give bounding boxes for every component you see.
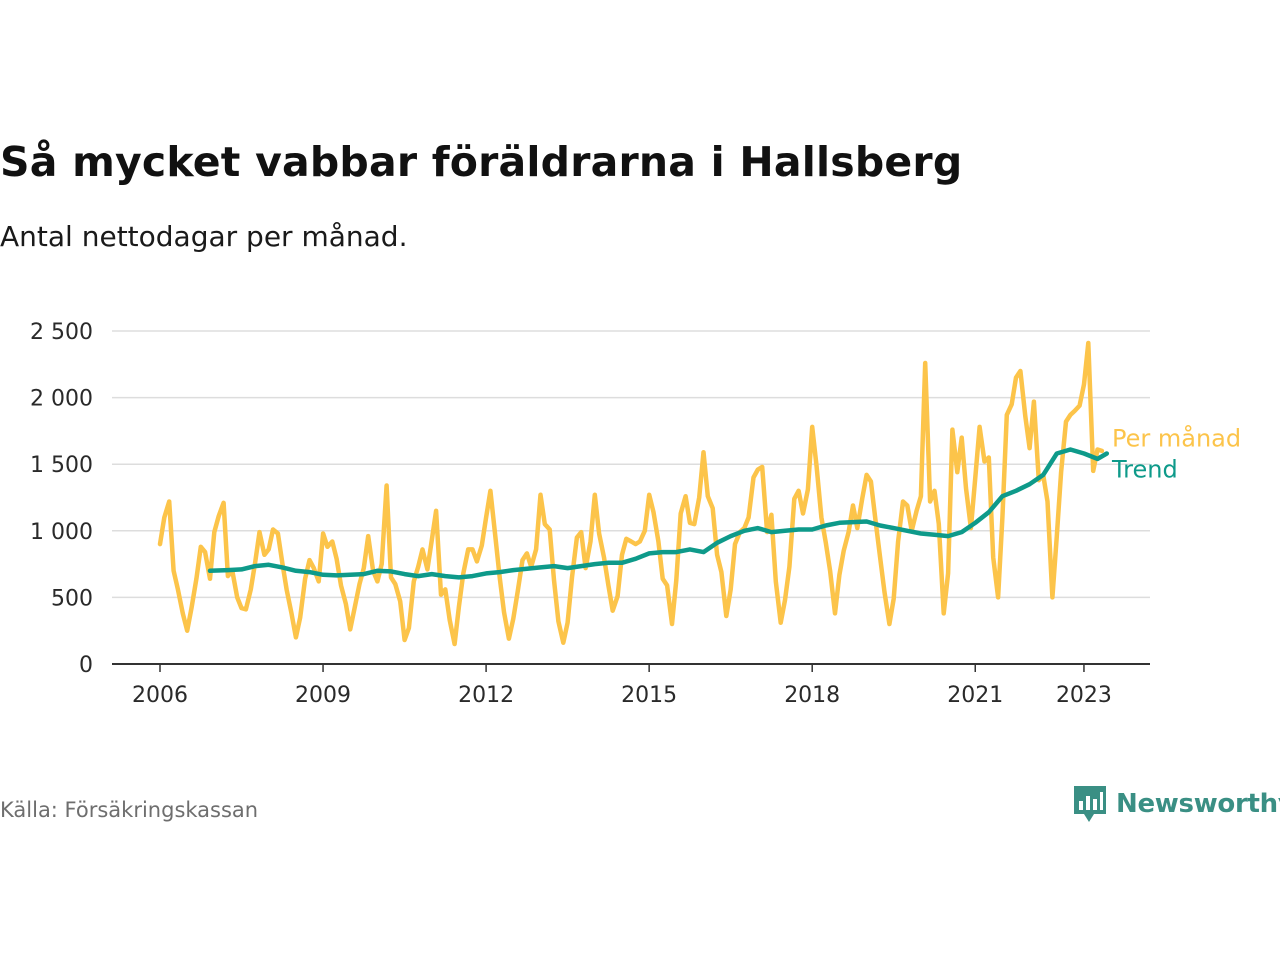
y-tick-label: 1 000 — [30, 520, 93, 545]
chart-subtitle: Antal nettodagar per månad. — [0, 220, 408, 253]
chart-title: Så mycket vabbar föräldrarna i Hallsberg — [0, 138, 963, 186]
y-axis-labels: 0 500 1 000 1 500 2 000 2 500 — [30, 320, 93, 678]
y-tick-label: 0 — [79, 653, 93, 678]
legend: Per månad Trend — [1111, 424, 1241, 484]
series-trend-line — [207, 447, 1110, 580]
x-tick-label: 2018 — [784, 683, 840, 708]
x-tick-label: 2015 — [621, 683, 677, 708]
source-note: Källa: Försäkringskassan — [0, 798, 259, 822]
x-axis: 2006 2009 2012 2015 2018 2021 2023 — [112, 663, 1150, 708]
series-lines — [157, 340, 1110, 647]
x-tick-label: 2009 — [295, 683, 351, 708]
y-tick-label: 1 500 — [30, 453, 93, 478]
y-tick-label: 500 — [51, 586, 93, 611]
newsworthy-icon — [1074, 786, 1106, 822]
legend-trend: Trend — [1111, 456, 1178, 484]
legend-per-month: Per månad — [1112, 424, 1241, 453]
x-tick-label: 2021 — [947, 683, 1003, 708]
series-per-month-line — [157, 340, 1105, 647]
y-tick-label: 2 500 — [30, 320, 93, 345]
x-tick-label: 2023 — [1056, 683, 1112, 708]
x-tick-label: 2012 — [458, 683, 514, 708]
y-tick-label: 2 000 — [30, 387, 93, 412]
x-tick-label: 2006 — [132, 683, 188, 708]
newsworthy-logo: Newsworthy — [1072, 784, 1280, 824]
brand-name: Newsworthy — [1116, 789, 1280, 819]
gridlines — [112, 330, 1150, 599]
line-chart: 0 500 1 000 1 500 2 000 2 500 2006 2009 2012 201… — [30, 320, 1241, 708]
